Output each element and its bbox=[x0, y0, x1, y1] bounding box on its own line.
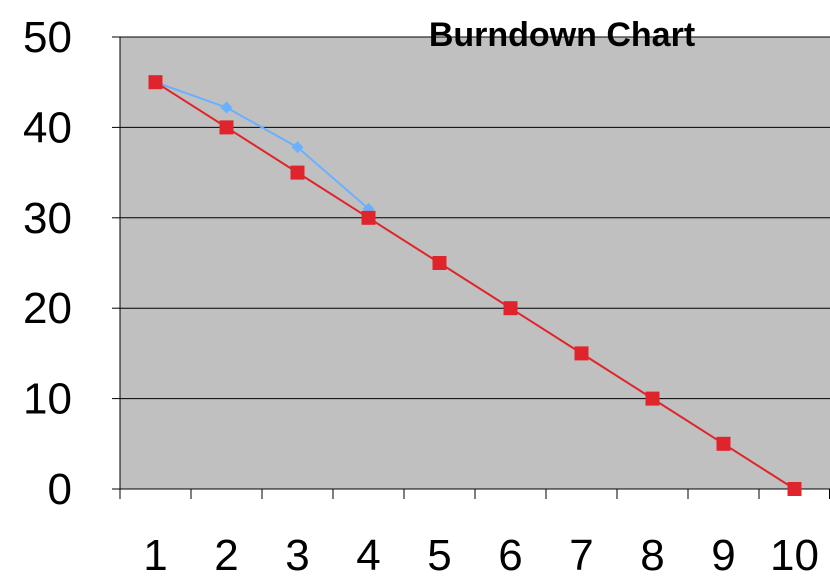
data-point-square bbox=[361, 210, 376, 225]
x-tick-label: 8 bbox=[640, 531, 664, 577]
series-line-1 bbox=[155, 81, 370, 210]
y-tick-label: 40 bbox=[23, 103, 72, 152]
gridlines bbox=[120, 36, 830, 400]
x-tick-labels: 1 2 3 4 5 6 7 8 9 10 bbox=[143, 531, 819, 577]
data-point-square bbox=[574, 346, 589, 361]
data-point-square bbox=[645, 391, 660, 406]
data-point-diamond bbox=[291, 141, 304, 154]
series-line-2 bbox=[154, 81, 796, 490]
x-tick-label: 4 bbox=[356, 531, 380, 577]
x-tick-label: 2 bbox=[214, 531, 238, 577]
data-point-square bbox=[219, 120, 234, 135]
y-tick-label: 50 bbox=[23, 13, 72, 62]
chart-title: Burndown Chart bbox=[429, 16, 695, 54]
data-point-square bbox=[787, 482, 802, 496]
plot-area bbox=[120, 37, 830, 489]
x-tick-label: 6 bbox=[498, 531, 522, 577]
y-tick-labels: 0 10 20 30 40 50 bbox=[23, 13, 72, 514]
x-tick-label: 3 bbox=[285, 531, 309, 577]
y-tick-label: 0 bbox=[48, 465, 72, 514]
data-point-diamond bbox=[220, 101, 233, 114]
x-tick-label: 5 bbox=[427, 531, 451, 577]
data-point-square bbox=[432, 256, 447, 270]
y-tick-label: 20 bbox=[23, 284, 72, 333]
series-group bbox=[148, 75, 802, 496]
axes bbox=[112, 36, 830, 499]
x-tick-label: 10 bbox=[770, 531, 819, 577]
data-point-square bbox=[148, 75, 163, 90]
x-tick-label: 1 bbox=[143, 531, 167, 577]
y-tick-label: 30 bbox=[23, 194, 72, 243]
x-tick-label: 9 bbox=[711, 531, 735, 577]
data-point-square bbox=[716, 436, 731, 451]
x-tick-label: 7 bbox=[569, 531, 593, 577]
data-point-square bbox=[290, 165, 305, 180]
y-tick-label: 10 bbox=[23, 375, 72, 424]
data-point-square bbox=[503, 301, 518, 316]
